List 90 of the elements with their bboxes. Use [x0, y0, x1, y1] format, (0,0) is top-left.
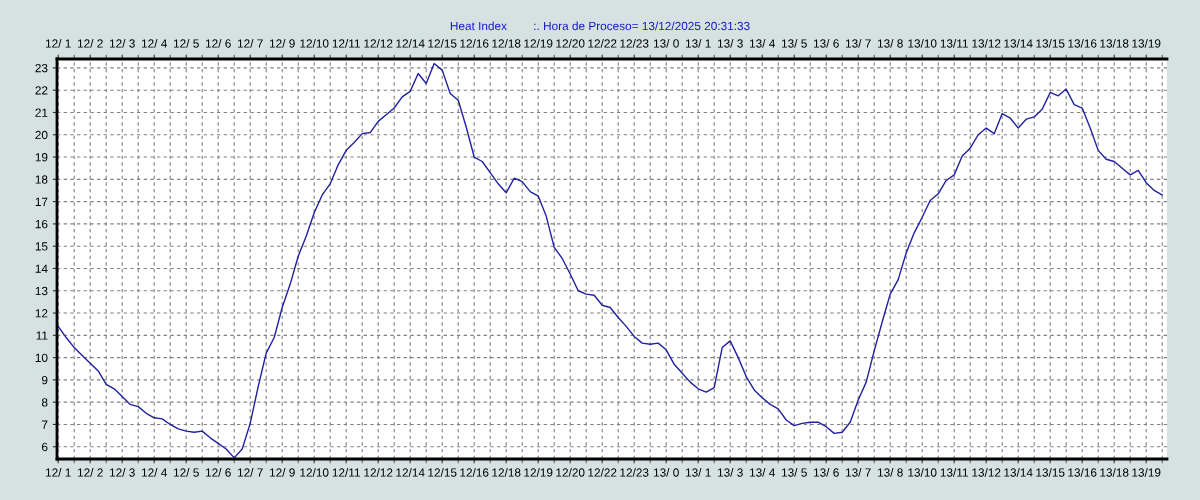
- y-tick-label: 21: [35, 108, 48, 117]
- chart-title: Heat Index :. Hora de Proceso= 13/12/2025 20:31:33: [450, 21, 750, 31]
- category-label: 12/11: [332, 38, 360, 48]
- y-tick-label: 8: [41, 398, 48, 407]
- x-tick-label: 13/ 0: [653, 468, 679, 477]
- y-tick-label: 10: [35, 353, 48, 362]
- category-label: 12/14: [396, 38, 425, 48]
- category-label: 13/ 1: [685, 38, 711, 48]
- x-tick-label: 13/ 6: [813, 468, 839, 477]
- x-tick-label: 12/14: [396, 468, 425, 477]
- x-tick-label: 13/15: [1036, 468, 1065, 477]
- category-label: 12/23: [620, 38, 649, 48]
- y-tick-label: 14: [35, 264, 48, 273]
- x-tick-label: 12/12: [364, 468, 393, 477]
- y-tick-label: 22: [35, 86, 48, 95]
- category-label: 13/10: [908, 38, 937, 48]
- y-tick-label: 18: [35, 175, 48, 184]
- x-tick-label: 13/ 5: [781, 468, 807, 477]
- category-label: 13/18: [1100, 38, 1129, 48]
- x-tick-label: 12/11: [332, 468, 360, 477]
- category-label: 12/ 5: [173, 38, 199, 48]
- category-label: 12/20: [556, 38, 585, 48]
- y-tick-label: 20: [35, 130, 48, 140]
- x-tick-label: 12/ 2: [77, 468, 103, 477]
- x-tick-label: 13/16: [1068, 468, 1097, 477]
- x-tick-label: 12/ 3: [109, 468, 135, 477]
- category-label: 13/15: [1036, 38, 1065, 48]
- category-label: 12/19: [524, 38, 553, 48]
- x-tick-label: 12/19: [524, 468, 553, 477]
- category-label: 13/11: [940, 38, 968, 48]
- category-label: 13/14: [1004, 38, 1033, 48]
- x-tick-label: 12/15: [428, 468, 457, 477]
- category-label: 13/ 4: [749, 38, 775, 48]
- x-tick-label: 12/18: [492, 468, 521, 477]
- x-tick-label: 12/10: [300, 468, 329, 477]
- category-label: 12/ 2: [77, 38, 103, 48]
- x-tick-label: 13/ 8: [877, 468, 903, 477]
- category-label: 12/ 9: [269, 38, 295, 48]
- category-label: 13/ 8: [877, 38, 903, 48]
- x-tick-label: 12/ 7: [237, 468, 263, 477]
- x-tick-label: 13/19: [1132, 468, 1161, 477]
- y-tick-label: 17: [35, 197, 48, 206]
- y-tick-label: 23: [35, 63, 48, 73]
- x-tick-label: 12/20: [556, 468, 585, 477]
- category-label: 12/15: [428, 38, 457, 48]
- category-label: 13/12: [972, 38, 1001, 48]
- category-label: 12/22: [588, 38, 617, 48]
- x-tick-label: 13/14: [1004, 468, 1033, 477]
- y-tick-label: 9: [41, 375, 48, 385]
- y-tick-label: 11: [36, 331, 48, 340]
- x-tick-label: 12/ 5: [173, 468, 199, 477]
- x-tick-label: 12/22: [588, 468, 617, 477]
- category-label: 12/ 4: [141, 38, 167, 48]
- category-label: 13/ 3: [717, 38, 743, 48]
- category-label: 12/18: [492, 38, 521, 48]
- category-label: 13/ 7: [845, 38, 871, 48]
- x-tick-label: 13/12: [972, 468, 1001, 477]
- y-tick-label: 13: [35, 286, 48, 296]
- category-label: 13/19: [1132, 38, 1161, 48]
- x-tick-label: 13/10: [908, 468, 937, 477]
- x-tick-label: 13/ 7: [845, 468, 871, 477]
- y-tick-label: 19: [35, 153, 48, 162]
- y-tick-label: 7: [42, 420, 48, 429]
- x-tick-label: 12/ 1: [45, 468, 71, 477]
- x-tick-label: 12/ 6: [205, 468, 231, 477]
- y-tick-label: 16: [35, 219, 48, 229]
- category-label: 13/16: [1068, 38, 1097, 48]
- category-label: 13/ 6: [813, 38, 839, 48]
- x-tick-label: 13/ 1: [685, 468, 711, 477]
- category-label: 13/ 5: [781, 38, 807, 48]
- y-tick-label: 12: [35, 309, 48, 318]
- x-tick-label: 13/ 4: [749, 468, 775, 477]
- category-label: 12/ 3: [109, 38, 135, 48]
- category-label: 12/ 1: [45, 38, 71, 48]
- category-label: 12/ 6: [205, 38, 231, 48]
- y-tick-label: 6: [42, 442, 48, 452]
- x-tick-label: 12/ 4: [141, 468, 167, 477]
- x-tick-label: 13/ 3: [717, 468, 743, 477]
- y-tick-label: 15: [35, 242, 48, 251]
- x-tick-label: 13/18: [1100, 468, 1129, 477]
- x-tick-label: 13/11: [940, 468, 968, 477]
- category-label: 12/10: [300, 38, 329, 48]
- line-series: [57, 62, 1163, 459]
- x-tick-label: 12/ 9: [269, 468, 295, 477]
- category-label: 12/16: [460, 38, 489, 48]
- category-label: 12/12: [364, 38, 393, 48]
- x-tick-label: 12/16: [460, 468, 489, 477]
- category-label: 12/ 7: [237, 38, 263, 48]
- x-tick-label: 12/23: [620, 468, 649, 477]
- category-label: 13/ 0: [653, 38, 679, 48]
